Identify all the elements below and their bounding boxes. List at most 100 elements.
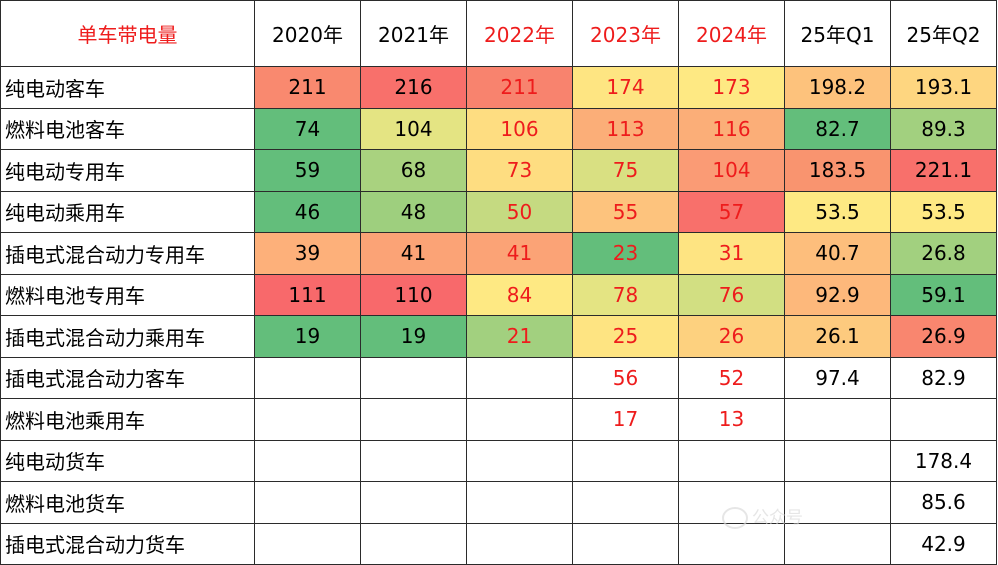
data-cell: 113 <box>572 107 679 150</box>
column-header: 2024年 <box>678 0 785 67</box>
row-label: 插电式混合动力客车 <box>0 356 255 399</box>
data-cell: 57 <box>678 190 785 233</box>
data-cell <box>254 481 361 524</box>
data-cell: 174 <box>572 66 679 109</box>
table-row: 燃料电池客车 74 104 106 113 116 82.7 89.3 <box>0 107 997 150</box>
data-cell <box>678 522 785 565</box>
data-cell <box>254 522 361 565</box>
data-cell <box>466 481 573 524</box>
data-cell: 52 <box>678 356 785 399</box>
data-cell: 41 <box>360 232 467 275</box>
data-cell: 41 <box>466 232 573 275</box>
data-cell: 78 <box>572 273 679 316</box>
data-cell: 26.1 <box>784 315 891 358</box>
row-label: 插电式混合动力专用车 <box>0 232 255 275</box>
data-cell: 19 <box>360 315 467 358</box>
row-label: 燃料电池客车 <box>0 107 255 150</box>
column-header: 25年Q2 <box>890 0 997 67</box>
data-cell <box>572 439 679 482</box>
data-cell <box>466 356 573 399</box>
data-cell: 73 <box>466 149 573 192</box>
table-row: 纯电动客车 211 216 211 174 173 198.2 193.1 <box>0 66 997 109</box>
data-cell: 68 <box>360 149 467 192</box>
data-cell <box>890 398 997 441</box>
data-cell: 211 <box>466 66 573 109</box>
data-cell <box>360 481 467 524</box>
data-cell: 216 <box>360 66 467 109</box>
row-label: 纯电动货车 <box>0 439 255 482</box>
row-label: 插电式混合动力货车 <box>0 522 255 565</box>
column-header: 2020年 <box>254 0 361 67</box>
data-cell: 183.5 <box>784 149 891 192</box>
table-row: 插电式混合动力客车 56 52 97.4 82.9 <box>0 356 997 399</box>
data-cell <box>254 398 361 441</box>
data-cell: 19 <box>254 315 361 358</box>
data-cell <box>360 398 467 441</box>
data-cell: 50 <box>466 190 573 233</box>
data-cell: 53.5 <box>784 190 891 233</box>
data-cell: 39 <box>254 232 361 275</box>
data-cell: 42.9 <box>890 522 997 565</box>
data-cell: 26 <box>678 315 785 358</box>
data-cell: 17 <box>572 398 679 441</box>
table-row: 插电式混合动力乘用车 19 19 21 25 26 26.1 26.9 <box>0 315 997 358</box>
table-row: 插电式混合动力专用车 39 41 41 23 31 40.7 26.8 <box>0 232 997 275</box>
column-header: 25年Q1 <box>784 0 891 67</box>
data-cell <box>466 522 573 565</box>
data-cell: 211 <box>254 66 361 109</box>
row-label: 纯电动专用车 <box>0 149 255 192</box>
data-cell: 111 <box>254 273 361 316</box>
data-cell: 89.3 <box>890 107 997 150</box>
data-cell: 59 <box>254 149 361 192</box>
data-cell <box>784 481 891 524</box>
data-cell: 97.4 <box>784 356 891 399</box>
data-cell: 25 <box>572 315 679 358</box>
data-cell: 21 <box>466 315 573 358</box>
data-cell: 53.5 <box>890 190 997 233</box>
data-cell: 110 <box>360 273 467 316</box>
table-title: 单车带电量 <box>0 0 255 67</box>
table-row: 纯电动乘用车 46 48 50 55 57 53.5 53.5 <box>0 190 997 233</box>
data-cell: 76 <box>678 273 785 316</box>
row-label: 纯电动客车 <box>0 66 255 109</box>
data-cell <box>678 439 785 482</box>
column-header: 2021年 <box>360 0 467 67</box>
data-cell <box>784 439 891 482</box>
column-header: 2023年 <box>572 0 679 67</box>
row-label: 燃料电池乘用车 <box>0 398 255 441</box>
data-cell: 56 <box>572 356 679 399</box>
data-cell <box>572 481 679 524</box>
data-cell: 116 <box>678 107 785 150</box>
data-cell: 40.7 <box>784 232 891 275</box>
data-cell: 82.9 <box>890 356 997 399</box>
table-row: 燃料电池乘用车 17 13 <box>0 398 997 441</box>
data-cell: 198.2 <box>784 66 891 109</box>
data-cell: 75 <box>572 149 679 192</box>
data-cell: 84 <box>466 273 573 316</box>
data-cell: 46 <box>254 190 361 233</box>
data-cell <box>360 439 467 482</box>
data-cell <box>784 398 891 441</box>
data-cell: 104 <box>360 107 467 150</box>
data-cell: 74 <box>254 107 361 150</box>
data-cell: 13 <box>678 398 785 441</box>
data-cell: 59.1 <box>890 273 997 316</box>
data-cell: 92.9 <box>784 273 891 316</box>
table-row: 燃料电池专用车 111 110 84 78 76 92.9 59.1 <box>0 273 997 316</box>
data-cell: 104 <box>678 149 785 192</box>
data-cell: 82.7 <box>784 107 891 150</box>
data-cell <box>784 522 891 565</box>
data-cell: 178.4 <box>890 439 997 482</box>
row-label: 燃料电池专用车 <box>0 273 255 316</box>
data-cell: 85.6 <box>890 481 997 524</box>
data-cell <box>466 398 573 441</box>
data-cell: 48 <box>360 190 467 233</box>
data-cell: 173 <box>678 66 785 109</box>
data-cell <box>466 439 573 482</box>
data-cell <box>360 356 467 399</box>
table-row: 纯电动专用车 59 68 73 75 104 183.5 221.1 <box>0 149 997 192</box>
data-cell: 55 <box>572 190 679 233</box>
row-label: 纯电动乘用车 <box>0 190 255 233</box>
row-label: 插电式混合动力乘用车 <box>0 315 255 358</box>
data-cell: 26.8 <box>890 232 997 275</box>
